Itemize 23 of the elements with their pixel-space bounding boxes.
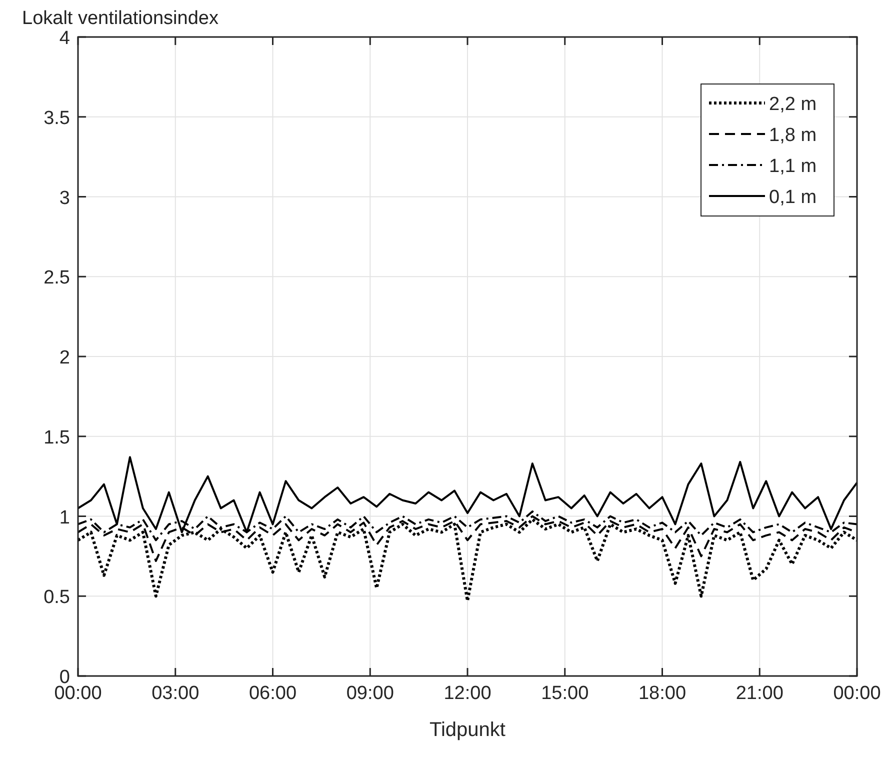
x-tick-label: 15:00 [541,683,589,704]
chart-title: Lokalt ventilationsindex [22,8,219,29]
x-tick-label: 03:00 [152,683,200,704]
x-axis-title: Tidpunkt [430,719,506,741]
x-tick-label: 09:00 [346,683,394,704]
y-tick-label: 2 [59,348,70,368]
x-tick-label: 21:00 [736,683,784,704]
y-tick-label: 1 [59,507,70,528]
legend-label: 1,8 m [769,125,817,146]
y-tick-label: 4 [59,28,70,49]
y-tick-label: 3.5 [44,108,70,129]
x-tick-label: 06:00 [248,683,297,704]
y-tick-label: 2.5 [44,268,70,289]
legend-label: 1,1 m [769,156,817,177]
y-tick-label: 1.5 [44,427,70,448]
x-tick-label: 18:00 [638,683,686,704]
y-tick-label: 0.5 [44,587,70,608]
x-tick-label: 00:00 [833,683,881,704]
x-tick-label: 00:00 [54,683,102,704]
x-tick-label: 12:00 [444,683,492,704]
legend-label: 2,2 m [769,94,817,115]
legend-label: 0,1 m [769,187,817,208]
y-tick-label: 3 [59,188,70,209]
